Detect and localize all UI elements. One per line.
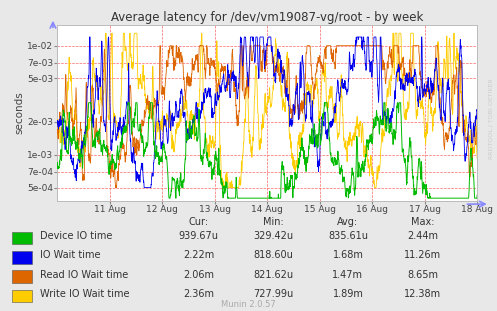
Text: Device IO time: Device IO time <box>40 231 112 241</box>
Text: 329.42u: 329.42u <box>253 231 293 241</box>
Text: 11.26m: 11.26m <box>404 250 441 260</box>
Text: IO Wait time: IO Wait time <box>40 250 100 260</box>
Text: Cur:: Cur: <box>189 216 209 227</box>
Text: Write IO Wait time: Write IO Wait time <box>40 289 129 299</box>
Text: 12.38m: 12.38m <box>404 289 441 299</box>
Text: 2.36m: 2.36m <box>183 289 214 299</box>
Text: 821.62u: 821.62u <box>253 270 293 280</box>
Text: RRDTOOL / TOBI OETIKER: RRDTOOL / TOBI OETIKER <box>489 78 494 159</box>
Text: 1.47m: 1.47m <box>332 270 363 280</box>
Bar <box>12 290 32 302</box>
Bar <box>12 270 32 283</box>
Text: 835.61u: 835.61u <box>328 231 368 241</box>
Text: 2.22m: 2.22m <box>183 250 214 260</box>
Text: 8.65m: 8.65m <box>407 270 438 280</box>
Text: 1.68m: 1.68m <box>332 250 363 260</box>
Text: Munin 2.0.57: Munin 2.0.57 <box>221 300 276 309</box>
Text: 727.99u: 727.99u <box>253 289 293 299</box>
Bar <box>12 232 32 244</box>
Title: Average latency for /dev/vm19087-vg/root - by week: Average latency for /dev/vm19087-vg/root… <box>111 11 423 24</box>
Text: Max:: Max: <box>411 216 434 227</box>
Text: Avg:: Avg: <box>337 216 358 227</box>
Text: Read IO Wait time: Read IO Wait time <box>40 270 128 280</box>
Y-axis label: seconds: seconds <box>14 91 24 134</box>
Text: 818.60u: 818.60u <box>253 250 293 260</box>
Text: 2.06m: 2.06m <box>183 270 214 280</box>
Text: 2.44m: 2.44m <box>407 231 438 241</box>
Bar <box>12 251 32 264</box>
Text: 1.89m: 1.89m <box>332 289 363 299</box>
Text: Min:: Min: <box>263 216 284 227</box>
Text: 939.67u: 939.67u <box>179 231 219 241</box>
